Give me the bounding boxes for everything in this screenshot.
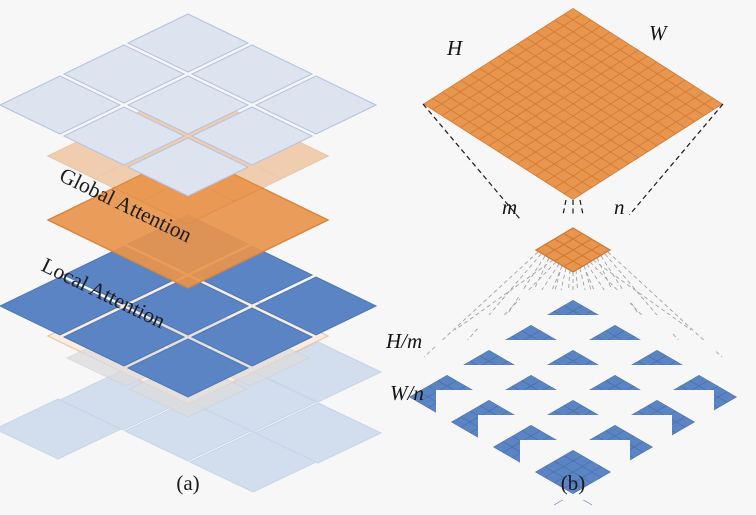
caption-a: (a)	[176, 471, 199, 495]
label-m: m	[502, 195, 517, 219]
plate-mask	[400, 0, 756, 230]
full-resolution-feature-map	[400, 0, 756, 230]
layer-local-attention-grid	[0, 214, 378, 398]
layer-global-attention-plane	[46, 151, 330, 289]
window-block	[520, 440, 630, 506]
label-n: n	[614, 195, 625, 219]
layer-top-pale-blue-grid	[0, 13, 378, 197]
panel-a: Global Attention Local Attention (a)	[0, 13, 383, 495]
label-H-over-m: H/m	[385, 329, 422, 353]
label-W-over-n: W/n	[390, 381, 424, 405]
panel-b: H W	[385, 0, 756, 506]
partitioned-window-blocks	[394, 290, 756, 506]
label-W: W	[649, 21, 669, 45]
small-grid-mask	[520, 215, 630, 290]
downsampled-token-grid	[520, 215, 630, 290]
label-H: H	[446, 36, 464, 60]
caption-b: (b)	[561, 471, 586, 495]
